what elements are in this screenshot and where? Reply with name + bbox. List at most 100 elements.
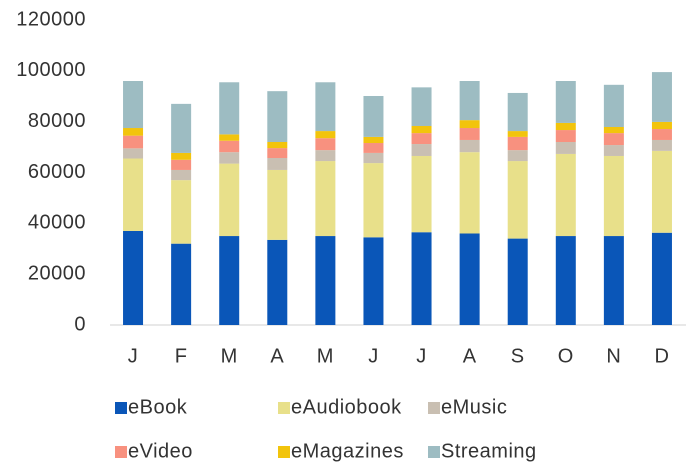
y-tick-label: 80000: [28, 110, 86, 132]
bar-segment: [267, 239, 288, 325]
y-tick-label: 20000: [28, 262, 86, 284]
bar-segment: [411, 155, 432, 233]
x-tick-label: D: [654, 345, 669, 367]
x-tick-label: S: [511, 345, 525, 367]
legend-label: eBook: [128, 396, 188, 418]
bar-segment: [459, 139, 480, 153]
bar-segment: [123, 81, 144, 129]
bar-segment: [171, 159, 192, 170]
y-tick-label: 60000: [28, 161, 86, 183]
x-tick-label: O: [558, 345, 574, 367]
legend-label: eMagazines: [291, 440, 404, 462]
legend-swatch: [428, 402, 440, 414]
bar-segment: [123, 230, 144, 325]
bar-segment: [651, 150, 672, 233]
bar-segment: [459, 152, 480, 234]
legend-swatch: [115, 402, 127, 414]
bar-segment: [555, 81, 576, 123]
bar-segment: [555, 130, 576, 142]
bar-segment: [315, 138, 336, 151]
bar-segment: [219, 163, 240, 237]
bar-segment: [219, 82, 240, 135]
bar-segment: [171, 169, 192, 181]
x-tick-label: J: [128, 345, 139, 367]
bar-segment: [507, 238, 528, 325]
bar-segment: [315, 236, 336, 325]
bar-segment: [363, 95, 384, 137]
x-tick-label: J: [416, 345, 427, 367]
bar-segment: [363, 237, 384, 325]
bar-segment: [315, 82, 336, 132]
bar-segment: [411, 133, 432, 145]
y-tick-label: 0: [74, 313, 86, 335]
bar-segment: [459, 128, 480, 140]
bar-segment: [315, 161, 336, 237]
bar-segment: [267, 148, 288, 159]
bar-segment: [315, 150, 336, 162]
legend-swatch: [428, 446, 440, 458]
legend-label: eVideo: [128, 440, 193, 462]
legend-swatch: [115, 446, 127, 458]
bar-segment: [267, 91, 288, 142]
y-tick-label: 40000: [28, 212, 86, 234]
bar-segment: [411, 232, 432, 325]
bar-segment: [171, 152, 192, 160]
bar-segment: [603, 84, 624, 128]
bar-segment: [123, 135, 144, 149]
bar-segment: [267, 169, 288, 240]
bar-segment: [219, 134, 240, 141]
y-tick-label: 100000: [16, 59, 86, 81]
x-tick-label: J: [368, 345, 379, 367]
bar-segment: [603, 133, 624, 146]
bar-segment: [651, 232, 672, 325]
bar-segment: [507, 150, 528, 162]
x-tick-label: N: [606, 345, 621, 367]
bar-segment: [411, 87, 432, 126]
legend-swatch: [278, 402, 290, 414]
bar-segment: [507, 136, 528, 151]
bar-segment: [651, 72, 672, 122]
bar-segment: [123, 148, 144, 159]
bar-segment: [507, 92, 528, 132]
bar-segment: [219, 152, 240, 164]
bar-segment: [459, 233, 480, 325]
bar-segment: [363, 163, 384, 238]
bar-segment: [603, 127, 624, 134]
x-tick-label: A: [463, 345, 477, 367]
bar-segment: [651, 121, 672, 130]
bar-segment: [171, 103, 192, 153]
bar-segment: [555, 236, 576, 325]
bar-segment: [219, 236, 240, 325]
bar-segment: [363, 143, 384, 153]
bar-segment: [651, 139, 672, 151]
bar-segment: [555, 142, 576, 154]
bar-segment: [459, 120, 480, 129]
bar-segment: [555, 153, 576, 237]
bar-segment: [507, 161, 528, 239]
bar-segment: [123, 128, 144, 136]
bar-segment: [363, 152, 384, 164]
legend-label: eMusic: [441, 396, 507, 418]
bar-segment: [603, 145, 624, 156]
legend-label: eAudiobook: [291, 396, 402, 418]
bar-segment: [507, 131, 528, 137]
bar-segment: [555, 122, 576, 131]
bar-segment: [123, 158, 144, 231]
bar-segment: [411, 144, 432, 156]
x-tick-label: A: [270, 345, 284, 367]
bar-segment: [171, 180, 192, 244]
bar-segment: [363, 136, 384, 144]
bar-segment: [171, 243, 192, 325]
x-tick-label: M: [221, 345, 238, 367]
bar-segment: [219, 140, 240, 153]
bar-segment: [651, 129, 672, 140]
legend-swatch: [278, 446, 290, 458]
bar-segment: [603, 155, 624, 237]
legend-label: Streaming: [441, 440, 537, 462]
bar-segment: [459, 81, 480, 121]
bar-segment: [315, 131, 336, 139]
bar-segment: [603, 236, 624, 325]
y-tick-label: 120000: [16, 8, 86, 30]
bar-segment: [267, 158, 288, 170]
